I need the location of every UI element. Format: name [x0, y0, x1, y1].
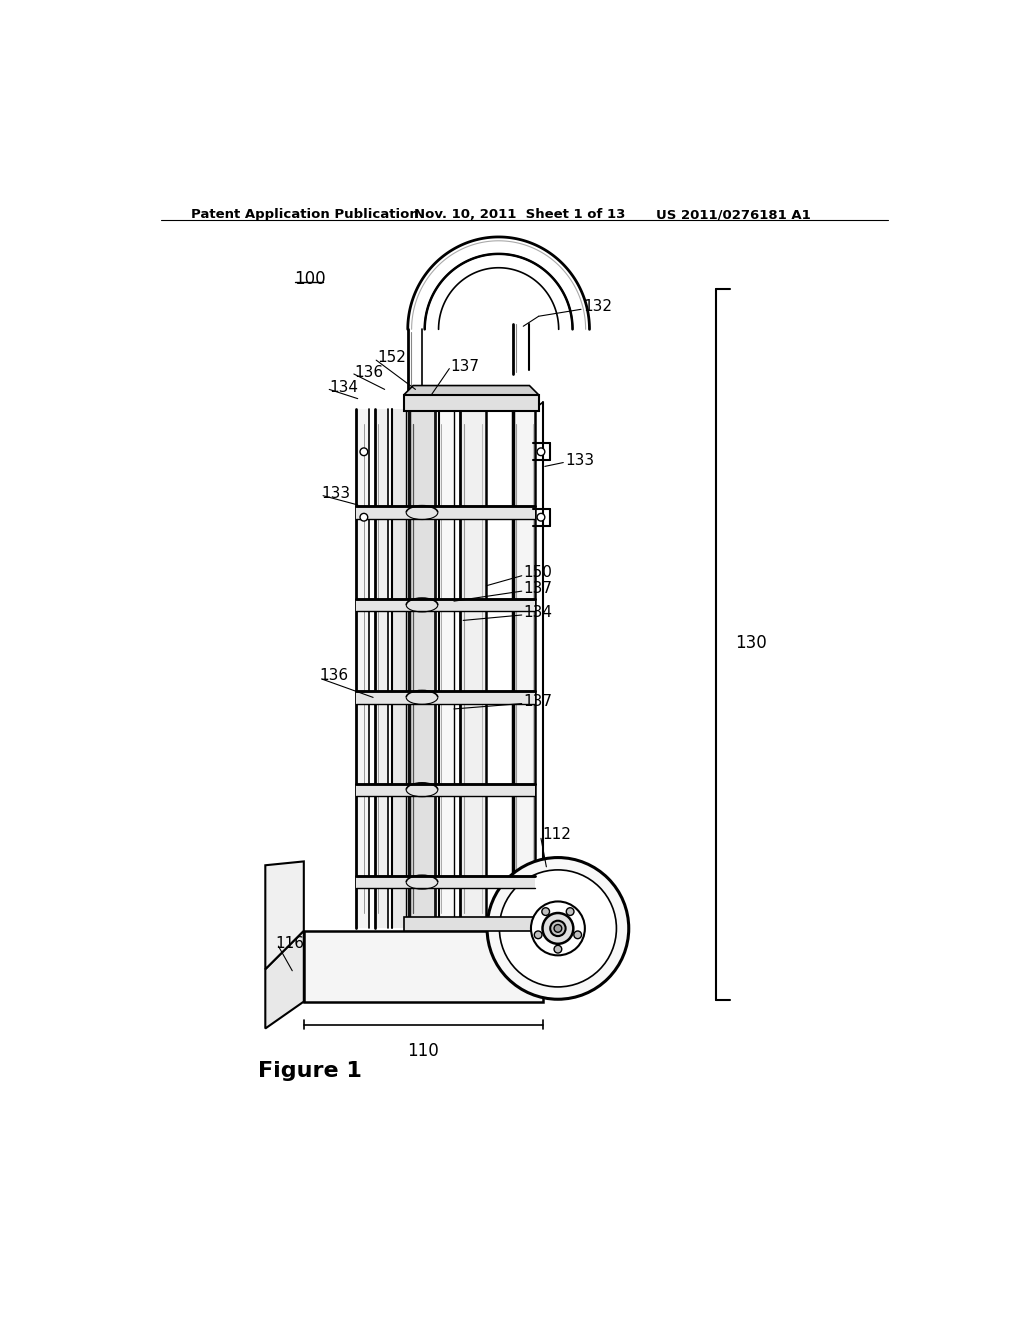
Polygon shape [562, 290, 563, 292]
Polygon shape [555, 281, 557, 282]
Polygon shape [444, 276, 446, 277]
Polygon shape [356, 507, 535, 519]
Text: 137: 137 [523, 581, 552, 595]
Circle shape [566, 908, 574, 916]
Circle shape [554, 945, 562, 953]
Polygon shape [376, 409, 388, 928]
Polygon shape [304, 931, 543, 1002]
Polygon shape [439, 282, 440, 285]
Text: 136: 136 [354, 364, 383, 380]
Polygon shape [443, 277, 444, 280]
Polygon shape [441, 280, 443, 281]
Polygon shape [403, 917, 539, 931]
Text: 150: 150 [523, 565, 552, 581]
Polygon shape [550, 275, 551, 276]
Circle shape [550, 921, 565, 936]
Polygon shape [460, 409, 486, 928]
Text: Nov. 10, 2011  Sheet 1 of 13: Nov. 10, 2011 Sheet 1 of 13 [414, 209, 626, 222]
Circle shape [360, 513, 368, 521]
Text: 134: 134 [330, 380, 358, 396]
Polygon shape [563, 292, 564, 294]
Circle shape [360, 447, 368, 455]
Text: 110: 110 [408, 1043, 439, 1060]
Polygon shape [356, 692, 535, 704]
Circle shape [554, 924, 562, 932]
Text: 100: 100 [295, 271, 327, 288]
Text: 136: 136 [319, 668, 348, 684]
Polygon shape [554, 280, 555, 281]
Text: Patent Application Publication: Patent Application Publication [190, 209, 419, 222]
Polygon shape [265, 862, 304, 969]
Polygon shape [356, 784, 535, 796]
Polygon shape [265, 931, 304, 1028]
Text: 130: 130 [735, 635, 767, 652]
Polygon shape [403, 395, 539, 411]
Polygon shape [435, 288, 436, 290]
Polygon shape [438, 285, 439, 286]
Polygon shape [546, 272, 548, 273]
Polygon shape [560, 288, 562, 290]
Circle shape [538, 447, 545, 455]
Polygon shape [436, 286, 438, 288]
Text: 137: 137 [523, 694, 552, 709]
Polygon shape [543, 269, 545, 271]
Polygon shape [434, 290, 435, 292]
Polygon shape [513, 409, 535, 928]
Polygon shape [452, 271, 453, 272]
Text: US 2011/0276181 A1: US 2011/0276181 A1 [655, 209, 810, 222]
Polygon shape [553, 277, 554, 280]
Polygon shape [356, 876, 535, 888]
Polygon shape [356, 599, 535, 611]
Circle shape [538, 513, 545, 521]
Text: 116: 116 [275, 936, 304, 952]
Circle shape [535, 931, 542, 939]
Text: 152: 152 [377, 350, 406, 364]
Polygon shape [438, 409, 454, 928]
Polygon shape [559, 286, 560, 288]
Text: 112: 112 [543, 826, 571, 842]
Text: 137: 137 [451, 359, 479, 374]
Text: Figure 1: Figure 1 [258, 1061, 361, 1081]
Polygon shape [446, 275, 447, 276]
Polygon shape [450, 272, 452, 273]
Polygon shape [548, 273, 550, 275]
Polygon shape [557, 282, 558, 285]
Polygon shape [545, 271, 546, 272]
Polygon shape [410, 409, 435, 928]
Polygon shape [433, 292, 434, 294]
Circle shape [542, 908, 550, 916]
Circle shape [500, 870, 616, 987]
Circle shape [531, 902, 585, 956]
Polygon shape [356, 409, 370, 928]
Polygon shape [551, 276, 553, 277]
Text: 133: 133 [322, 486, 350, 500]
Circle shape [543, 913, 573, 944]
Circle shape [573, 931, 582, 939]
Polygon shape [558, 285, 559, 286]
Polygon shape [403, 385, 539, 395]
Polygon shape [392, 409, 407, 928]
Circle shape [487, 858, 629, 999]
Polygon shape [447, 273, 450, 275]
Text: 134: 134 [523, 605, 552, 620]
Polygon shape [440, 281, 441, 282]
Text: 132: 132 [584, 298, 612, 314]
Polygon shape [453, 269, 455, 271]
Text: 133: 133 [565, 453, 595, 467]
